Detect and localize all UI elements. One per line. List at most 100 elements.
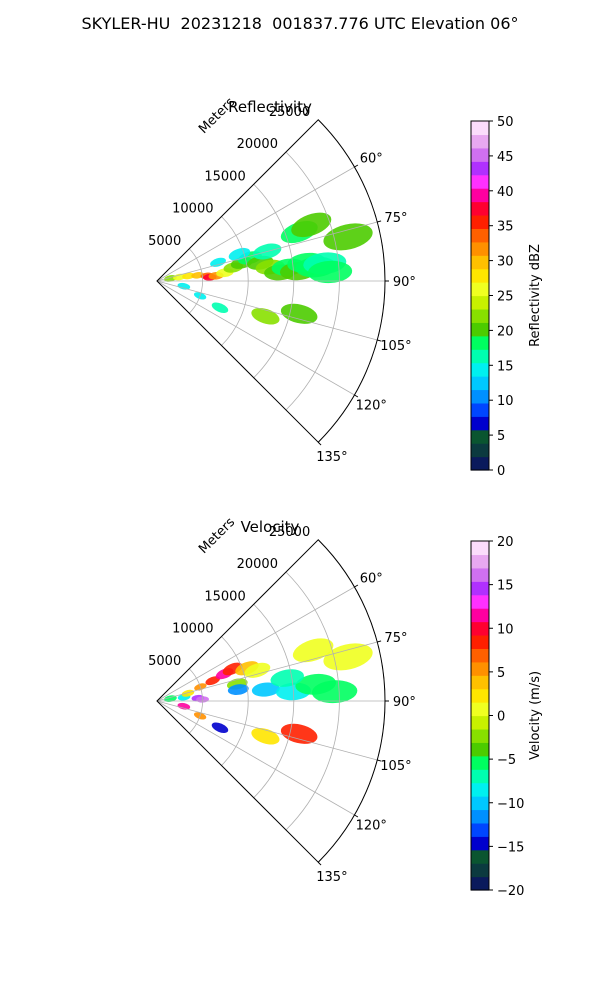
echo-gate <box>211 722 229 734</box>
echo-field <box>164 212 373 325</box>
colorbar-swatch <box>471 836 489 851</box>
colorbar-swatch <box>471 621 489 636</box>
colorbar-tick-label: 20 <box>497 535 514 550</box>
colorbar-swatch <box>471 228 489 243</box>
colorbar-swatch <box>471 308 489 323</box>
azimuth-spoke <box>156 280 378 341</box>
radial-tick-label: 20000 <box>237 137 278 152</box>
colorbar-swatch <box>471 322 489 337</box>
colorbar-tick-label: 0 <box>497 464 505 479</box>
colorbar-swatch <box>471 541 489 556</box>
echo-gate <box>210 257 226 267</box>
colorbar-label: Velocity (m/s) <box>528 671 543 760</box>
angle-tick-label: 60° <box>360 571 383 586</box>
angle-tick-label: 90° <box>393 275 416 290</box>
colorbar-tick-label: −20 <box>497 884 524 899</box>
reflectivity-panel: Reflectivity60°75°90°105°120°135°5000100… <box>148 95 543 479</box>
colorbar: −20 −15 −10 −5 0 5 10 15 20 Velocity (m/s) <box>470 535 543 899</box>
angle-tick-label: 135° <box>316 870 347 885</box>
angle-tick-label: 75° <box>384 211 407 226</box>
colorbar: 0 5 10 15 20 25 30 35 40 45 50 Reflectivity dBZ <box>470 115 543 479</box>
colorbar-swatch <box>471 702 489 717</box>
echo-gate <box>211 302 229 314</box>
radial-axis-label: Meters <box>196 515 238 557</box>
echo-gate <box>291 212 332 238</box>
angle-tick-label: 105° <box>380 759 411 774</box>
azimuth-spoke <box>156 221 378 282</box>
colorbar-swatch <box>471 755 489 770</box>
colorbar-swatch <box>471 147 489 162</box>
colorbar-tick-label: 10 <box>497 622 514 637</box>
polar-grid <box>156 119 386 443</box>
radial-tick-label: 5000 <box>148 654 181 669</box>
azimuth-spoke <box>156 586 355 702</box>
colorbar-swatch <box>471 728 489 743</box>
sector-frame <box>156 539 386 863</box>
echo-gate <box>251 727 280 745</box>
angle-tick <box>317 441 322 446</box>
velocity-panel: Velocity 60° 75° 90° 105° 120° 135° 5000 10000 15… <box>148 515 543 899</box>
colorbar-swatch <box>471 429 489 444</box>
azimuth-spoke <box>156 280 355 396</box>
colorbar-swatch <box>471 554 489 569</box>
angle-tick-label: 120° <box>356 819 387 834</box>
echo-gate <box>311 680 358 704</box>
colorbar-swatch <box>471 282 489 297</box>
colorbar-swatch <box>471 134 489 149</box>
azimuth-spoke <box>156 700 378 761</box>
colorbar-tick-label: 10 <box>497 394 514 409</box>
colorbar-tick-label: 45 <box>497 150 514 165</box>
colorbar-swatch <box>471 567 489 582</box>
colorbar-tick-label: 15 <box>497 359 514 374</box>
angle-tick-label: 60° <box>360 151 383 166</box>
colorbar-tick-label: 5 <box>497 666 505 681</box>
colorbar-tick-label: 40 <box>497 185 514 200</box>
colorbar-swatch <box>471 769 489 784</box>
colorbar-swatch <box>471 255 489 270</box>
colorbar-swatch <box>471 661 489 676</box>
colorbar-tick-label: 5 <box>497 429 505 444</box>
colorbar-tick-label: −15 <box>497 840 524 855</box>
colorbar-swatch <box>471 634 489 649</box>
angle-tick-label: 90° <box>393 695 416 710</box>
colorbar-swatch <box>471 876 489 891</box>
colorbar-swatch <box>471 349 489 364</box>
echo-gate <box>173 273 186 281</box>
angle-tick <box>377 220 382 223</box>
colorbar-swatch <box>471 376 489 391</box>
azimuth-spoke <box>156 700 355 816</box>
colorbar-tick-label: −5 <box>497 753 516 768</box>
angle-tick <box>377 759 382 762</box>
colorbar-swatch <box>471 822 489 837</box>
radial-tick-label: 20000 <box>237 557 278 572</box>
colorbar-swatch <box>471 335 489 350</box>
angle-tick <box>354 394 359 398</box>
colorbar-tick-label: 35 <box>497 220 514 235</box>
azimuth-spoke <box>156 166 355 282</box>
echo-gate <box>182 272 195 280</box>
angle-tick-label: 120° <box>356 399 387 414</box>
echo-gate <box>244 662 271 678</box>
angle-tick <box>354 164 359 168</box>
colorbar-swatch <box>471 648 489 663</box>
colorbar-swatch <box>471 675 489 690</box>
radial-tick-label: 5000 <box>148 234 181 249</box>
colorbar-swatch <box>471 214 489 229</box>
echo-gate <box>307 260 353 284</box>
echo-gate <box>251 682 280 697</box>
angle-tick-label: 105° <box>380 339 411 354</box>
colorbar-swatch <box>471 715 489 730</box>
colorbar-swatch <box>471 174 489 189</box>
colorbar-tick-label: 0 <box>497 710 505 725</box>
colorbar-swatch <box>471 742 489 757</box>
colorbar-swatch <box>471 161 489 176</box>
echo-gate <box>177 702 191 710</box>
colorbar-swatch <box>471 295 489 310</box>
colorbar-swatch <box>471 796 489 811</box>
polar-grid <box>156 539 386 863</box>
colorbar-tick-label: 25 <box>497 290 514 305</box>
colorbar-swatch <box>471 201 489 216</box>
angle-tick <box>354 814 359 818</box>
colorbar-swatch <box>471 416 489 431</box>
